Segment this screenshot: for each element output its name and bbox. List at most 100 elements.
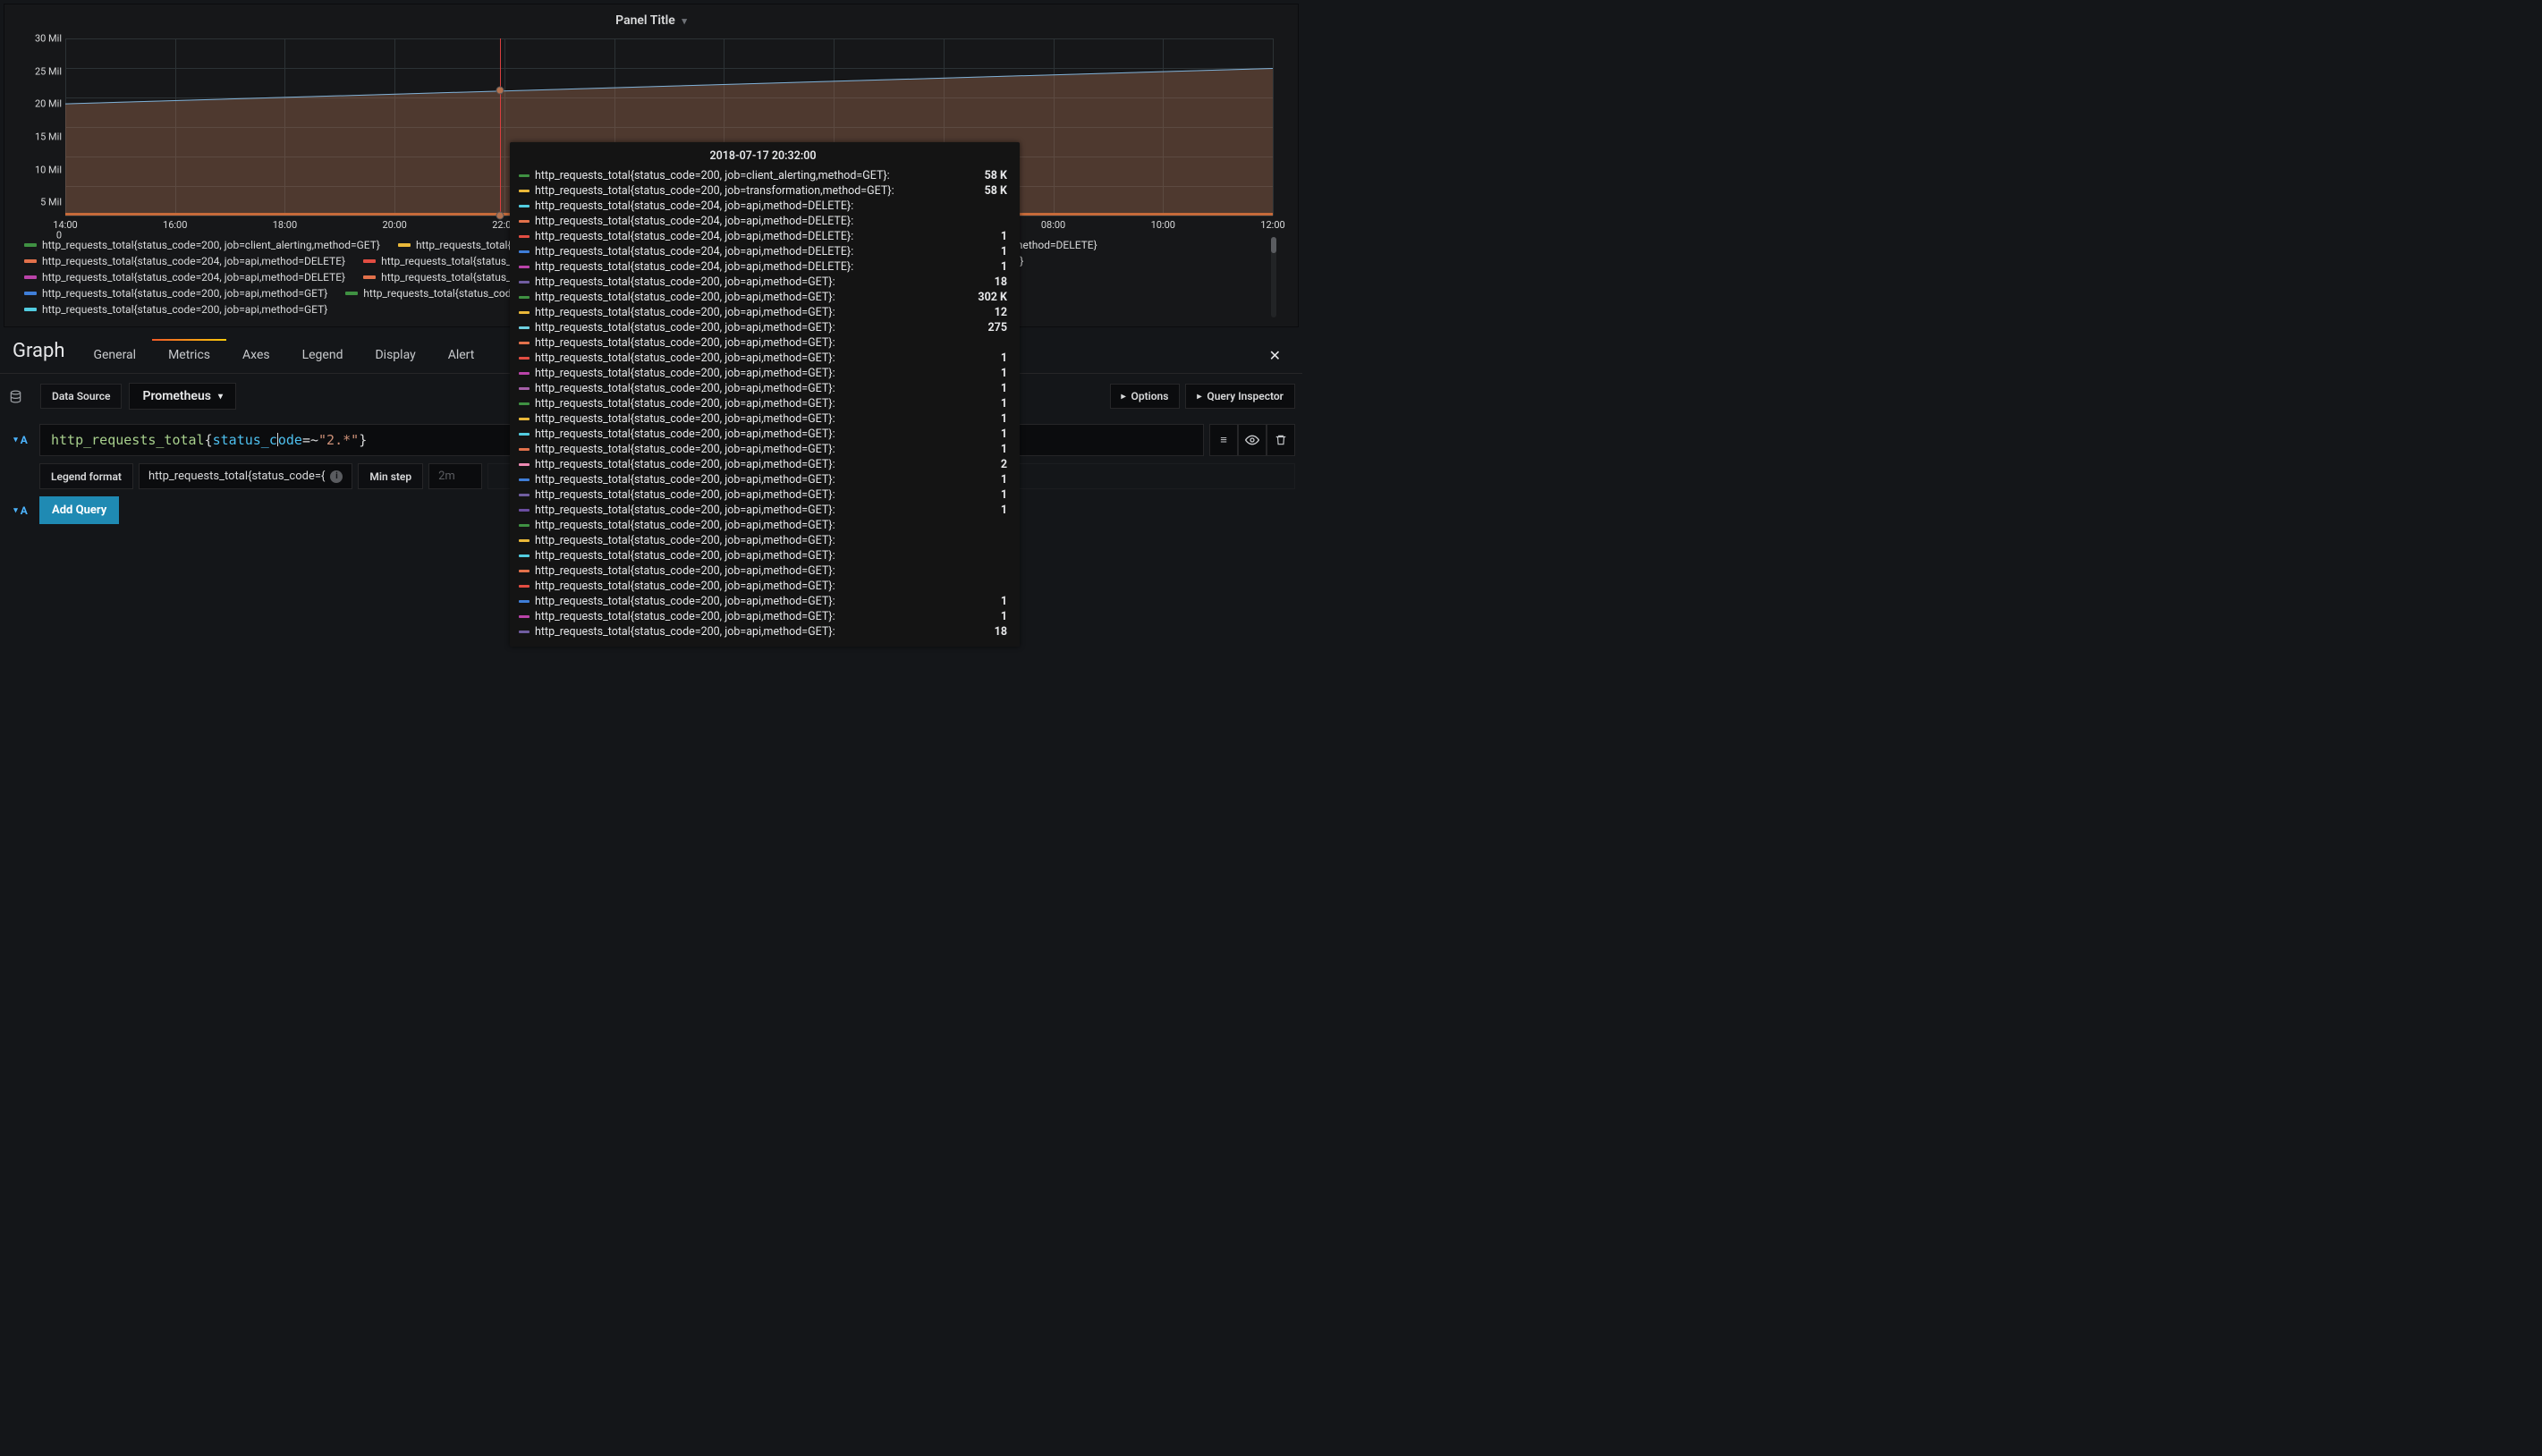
options-button[interactable]: ▸ Options [1110, 384, 1181, 409]
tooltip-series-label: http_requests_total{status_code=200, job… [535, 169, 890, 182]
tooltip-series-label: http_requests_total{status_code=200, job… [535, 382, 835, 395]
series-swatch [519, 509, 530, 512]
series-swatch [24, 292, 37, 295]
legend-scrollbar[interactable] [1271, 237, 1276, 317]
tooltip-series-label: http_requests_total{status_code=200, job… [535, 534, 835, 547]
tooltip-series-label: http_requests_total{status_code=200, job… [535, 610, 835, 623]
tooltip-series-label: http_requests_total{status_code=200, job… [535, 625, 835, 639]
tooltip-row: http_requests_total{status_code=200, job… [519, 503, 1007, 518]
min-step-placeholder: 2m [438, 470, 455, 483]
legend-item[interactable]: http_requests_total{status_code=200, job… [24, 237, 380, 253]
legend-label: http_requests_total{status_code=200, job… [42, 239, 380, 251]
tooltip-series-value: 18 [959, 275, 1007, 289]
tooltip-row: http_requests_total{status_code=200, job… [519, 320, 1007, 335]
series-swatch [519, 326, 530, 329]
tooltip-row: http_requests_total{status_code=200, job… [519, 351, 1007, 366]
legend-item[interactable]: http_requests_total{status_code=200, job… [24, 301, 327, 317]
token-attr2: ode [278, 432, 302, 448]
add-query-button[interactable]: Add Query [39, 496, 119, 524]
series-swatch [519, 281, 530, 284]
tooltip-series-value: 1 [965, 443, 1007, 456]
tooltip-row: http_requests_total{status_code=200, job… [519, 335, 1007, 351]
legend-label: http_requests_total{status_code=200, job… [42, 303, 327, 316]
tooltip-row: http_requests_total{status_code=200, job… [519, 579, 1007, 594]
menu-icon[interactable]: ≡ [1209, 424, 1238, 456]
add-query-toggle[interactable]: ▾ A [7, 496, 34, 524]
tooltip-series-label: http_requests_total{status_code=200, job… [535, 291, 835, 304]
series-swatch [519, 600, 530, 603]
tooltip-row: http_requests_total{status_code=200, job… [519, 533, 1007, 548]
query-letter: A [21, 504, 28, 517]
legend-label: http_requests_total{status_code=204, job… [42, 271, 345, 284]
series-swatch [519, 554, 530, 557]
series-swatch [519, 631, 530, 633]
series-swatch [363, 275, 376, 279]
series-swatch [519, 524, 530, 527]
legend-item[interactable]: http_requests_total{status_code=204, job… [24, 253, 345, 269]
tooltip-row: http_requests_total{status_code=200, job… [519, 183, 1007, 199]
series-swatch [519, 539, 530, 542]
tooltip-series-label: http_requests_total{status_code=200, job… [535, 519, 835, 532]
y-axis-label: 30 Mil [35, 33, 62, 45]
tooltip-row: http_requests_total{status_code=200, job… [519, 305, 1007, 320]
tooltip-series-label: http_requests_total{status_code=200, job… [535, 443, 835, 456]
datasource-value: Prometheus [142, 389, 211, 403]
tooltip-row: http_requests_total{status_code=200, job… [519, 548, 1007, 563]
panel-title[interactable]: Panel Title ▾ [10, 10, 1292, 31]
tooltip-series-value: 1 [965, 245, 1007, 258]
tooltip-series-label: http_requests_total{status_code=200, job… [535, 580, 835, 593]
chart-crosshair [500, 38, 501, 216]
legend-format-input[interactable]: http_requests_total{status_code={ i [139, 463, 352, 489]
close-editor-button[interactable]: ✕ [1255, 338, 1295, 373]
series-swatch [24, 259, 37, 263]
tooltip-row: http_requests_total{status_code=200, job… [519, 366, 1007, 381]
tooltip-row: http_requests_total{status_code=204, job… [519, 199, 1007, 214]
series-swatch [519, 174, 530, 177]
tooltip-timestamp: 2018-07-17 20:32:00 [519, 149, 1007, 168]
x-axis-label: 20:00 [382, 219, 406, 231]
tooltip-series-value: 18 [959, 625, 1007, 639]
datasource-select[interactable]: Prometheus ▾ [129, 383, 236, 410]
min-step-input[interactable]: 2m [428, 463, 482, 489]
x-axis-label: 14:00 [53, 219, 77, 231]
trash-icon[interactable] [1267, 424, 1295, 456]
tooltip-series-label: http_requests_total{status_code=204, job… [535, 245, 853, 258]
tooltip-row: http_requests_total{status_code=200, job… [519, 168, 1007, 183]
legend-item[interactable]: http_requests_total{status_code=200, job… [24, 285, 327, 301]
series-swatch [398, 243, 411, 247]
tooltip-row: http_requests_total{status_code=200, job… [519, 518, 1007, 533]
tab-general[interactable]: General [77, 339, 152, 373]
token-attr: status_c [213, 432, 277, 448]
tooltip-series-value: 1 [965, 427, 1007, 441]
tooltip-row: http_requests_total{status_code=200, job… [519, 427, 1007, 442]
series-swatch [519, 463, 530, 466]
tab-legend[interactable]: Legend [286, 339, 360, 373]
info-icon[interactable]: i [330, 470, 343, 483]
series-swatch [519, 190, 530, 192]
tab-display[interactable]: Display [359, 339, 431, 373]
legend-label: http_requests_total{status_code=200, job… [42, 287, 327, 300]
legend-scrollbar-thumb[interactable] [1271, 237, 1276, 253]
tooltip-series-label: http_requests_total{status_code=204, job… [535, 230, 853, 243]
tooltip-series-value: 1 [965, 367, 1007, 380]
tab-metrics[interactable]: Metrics [152, 339, 226, 373]
chevron-down-icon: ▾ [682, 15, 687, 27]
y-axis-label: 15 Mil [35, 131, 62, 143]
tooltip-series-label: http_requests_total{status_code=200, job… [535, 412, 835, 426]
min-step-label: Min step [358, 463, 423, 489]
eye-icon[interactable] [1238, 424, 1267, 456]
tooltip-series-value: 58 K [949, 169, 1007, 182]
gridline-h [65, 38, 1273, 39]
tooltip-series-value: 1 [965, 382, 1007, 395]
tooltip-row: http_requests_total{status_code=200, job… [519, 396, 1007, 411]
query-inspector-button[interactable]: ▸ Query Inspector [1185, 384, 1295, 409]
tab-alert[interactable]: Alert [432, 339, 491, 373]
query-row-actions: ≡ [1209, 424, 1295, 456]
token-brace-open: { [205, 432, 213, 448]
legend-item[interactable]: http_requests_total{status_code=204, job… [24, 269, 345, 285]
tooltip-series-label: http_requests_total{status_code=200, job… [535, 549, 835, 563]
series-swatch [519, 357, 530, 360]
database-icon [7, 385, 33, 409]
query-row-toggle[interactable]: ▾ A [7, 424, 34, 456]
tab-axes[interactable]: Axes [226, 339, 286, 373]
